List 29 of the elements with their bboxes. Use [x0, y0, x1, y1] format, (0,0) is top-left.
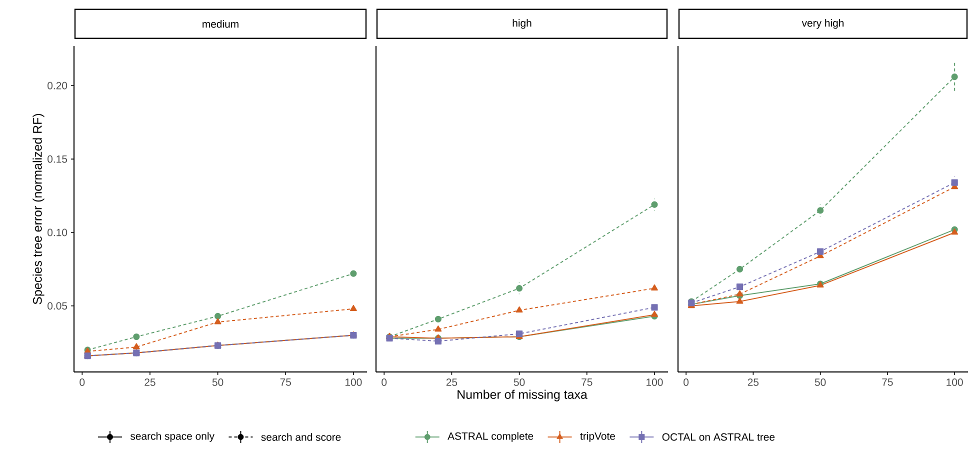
x-tick-label: 100 — [646, 378, 663, 386]
y-tick-label: 0.10 — [48, 228, 68, 236]
x-tick-label: 100 — [946, 378, 963, 386]
x-tick-label: 75 — [582, 378, 592, 386]
x-tick-label: 75 — [882, 378, 893, 386]
y-axis-title: Species tree error (normalized RF) — [32, 114, 44, 304]
legend-label: OCTAL on ASTRAL tree — [662, 433, 775, 441]
x-tick-label: 0 — [382, 378, 387, 386]
x-tick-label: 75 — [280, 378, 291, 386]
x-axis-title: Number of missing taxa — [458, 390, 588, 402]
legend-label: tripVote — [580, 432, 616, 442]
x-tick-label: 0 — [684, 378, 689, 386]
x-tick-label: 100 — [346, 378, 362, 386]
text: search space only — [130, 432, 214, 442]
chart-title: high — [512, 19, 532, 29]
y-tick-label: 0.05 — [48, 302, 68, 310]
y-tick-label: 0.15 — [48, 155, 68, 163]
legend-label: ASTRAL complete — [448, 432, 534, 442]
x-tick-label: 50 — [212, 378, 224, 386]
x-tick-label: 25 — [748, 378, 759, 386]
x-tick-label: 50 — [814, 378, 826, 386]
x-tick-label: 50 — [514, 378, 525, 386]
x-tick-label: 25 — [446, 378, 458, 386]
x-tick-label: 0 — [80, 378, 85, 386]
y-tick-label: 0.20 — [48, 82, 68, 90]
chart-title: very high — [802, 19, 844, 29]
chart-title: medium — [202, 20, 238, 28]
text: search and score — [261, 433, 341, 441]
x-tick-label: 25 — [144, 378, 156, 386]
